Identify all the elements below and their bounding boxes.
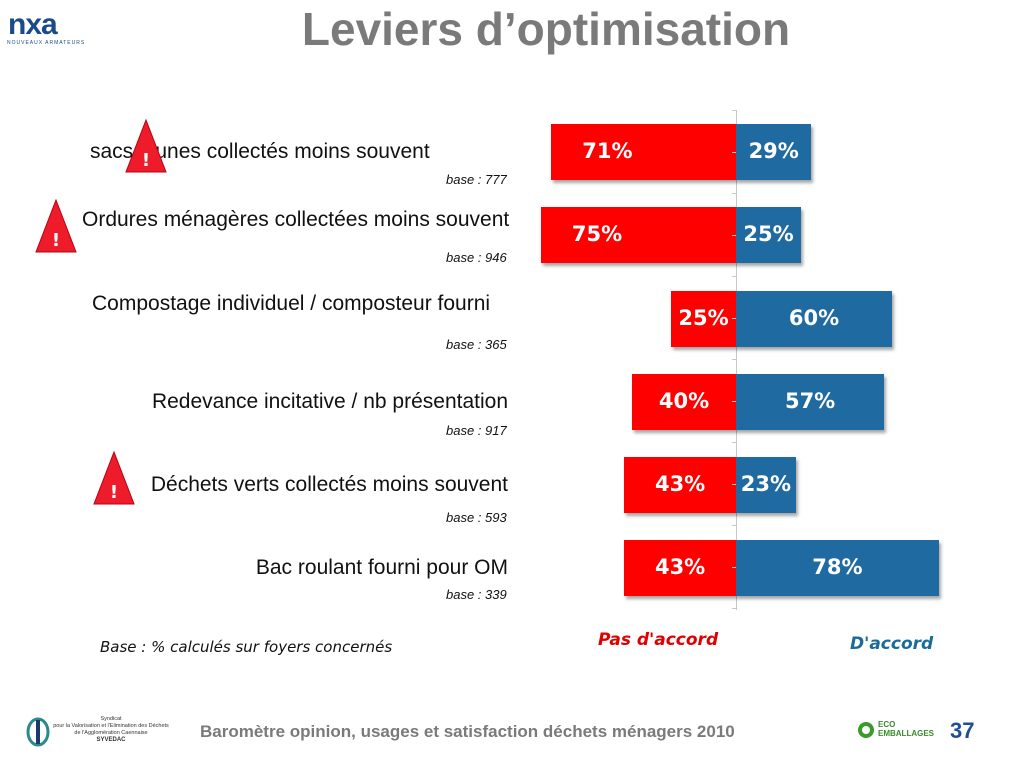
axis-tick	[732, 359, 736, 360]
legend-d-accord: D'accord	[850, 634, 934, 654]
eco-emballages-text: ECO EMBALLAGES	[878, 720, 934, 738]
bar-d-accord	[736, 540, 939, 596]
value-label-d-accord: 60%	[788, 306, 840, 330]
value-label-d-accord: 57%	[784, 389, 836, 413]
bar-d-accord	[736, 457, 796, 513]
axis-tick	[732, 317, 736, 319]
value-label-pas-d-accord: 71%	[582, 139, 633, 163]
value-label-pas-d-accord: 43%	[654, 472, 706, 496]
bar-d-accord	[736, 291, 892, 347]
category-label: Ordures ménagères collectées moins souve…	[82, 208, 510, 231]
warning-icon: !	[93, 450, 135, 505]
page-title: Leviers d’optimisation	[301, 3, 791, 55]
axis-tick	[732, 110, 736, 111]
bar-pas-d-accord	[624, 540, 736, 596]
syvedac-caption: Syndicat pour la Valorisation et l'Elimi…	[52, 716, 170, 744]
value-label-d-accord: 23%	[740, 472, 792, 496]
syvedac-logo-icon	[26, 717, 50, 747]
axis-tick	[732, 608, 736, 609]
base-count: base : 339	[446, 587, 507, 602]
axis-tick	[732, 442, 736, 443]
base-count: base : 946	[446, 250, 507, 265]
syvedac-line: pour la Valorisation et l'Elimination de…	[53, 723, 169, 729]
base-count: base : 777	[446, 172, 507, 187]
category-label: sacs jaunes collectés moins souvent	[90, 140, 430, 163]
value-label-d-accord: 78%	[812, 555, 863, 579]
nxa-logo-subtitle: NOUVEAUX ARMATEURS	[7, 40, 86, 46]
bar-pas-d-accord	[541, 207, 736, 263]
value-label-pas-d-accord: 75%	[571, 222, 623, 246]
footer-text: Baromètre opinion, usages et satisfactio…	[200, 722, 735, 741]
bar-d-accord	[736, 207, 801, 263]
syvedac-line: SYVEDAC	[96, 737, 126, 743]
category-label: Bac roulant fourni pour OM	[255, 556, 508, 579]
axis-tick	[732, 400, 736, 402]
value-label-pas-d-accord: 25%	[678, 306, 729, 330]
legend-pas-d-accord: Pas d'accord	[598, 630, 719, 650]
eco-emballages-logo-icon	[858, 722, 874, 738]
syvedac-line: de l'Agglomération Caennaise	[74, 730, 148, 736]
category-label: Déchets verts collectés moins souvent	[150, 473, 508, 496]
axis-tick	[732, 151, 736, 153]
nxa-logo: nxa	[8, 8, 58, 41]
base-count: base : 365	[446, 337, 507, 352]
warning-symbol: !	[110, 482, 118, 503]
value-label-d-accord: 25%	[743, 222, 794, 246]
base-note: Base : % calculés sur foyers concernés	[100, 638, 393, 656]
bar-pas-d-accord	[551, 124, 736, 180]
value-label-pas-d-accord: 43%	[654, 555, 706, 579]
warning-icon: !	[125, 118, 167, 173]
base-count: base : 593	[446, 510, 507, 525]
axis-tick	[732, 566, 736, 568]
bar-pas-d-accord	[624, 457, 736, 513]
value-label-pas-d-accord: 40%	[658, 389, 710, 413]
axis-tick	[732, 525, 736, 526]
page-number: 37	[950, 718, 975, 743]
category-label: Compostage individuel / composteur fourn…	[92, 292, 491, 315]
warning-symbol: !	[142, 150, 150, 171]
axis-tick	[732, 483, 736, 485]
axis-tick	[732, 276, 736, 277]
syvedac-line: Syndicat	[100, 716, 122, 722]
bar-pas-d-accord	[671, 291, 736, 347]
axis-tick	[732, 234, 736, 236]
warning-icon: !	[35, 198, 77, 253]
category-label: Redevance incitative / nb présentation	[151, 390, 508, 413]
center-axis	[736, 110, 737, 610]
bar-d-accord	[736, 374, 885, 430]
bar-pas-d-accord	[632, 374, 736, 430]
value-label-d-accord: 29%	[748, 139, 799, 163]
bar-d-accord	[736, 124, 812, 180]
warning-symbol: !	[52, 230, 60, 251]
base-count: base : 917	[446, 423, 507, 438]
axis-tick	[732, 193, 736, 194]
